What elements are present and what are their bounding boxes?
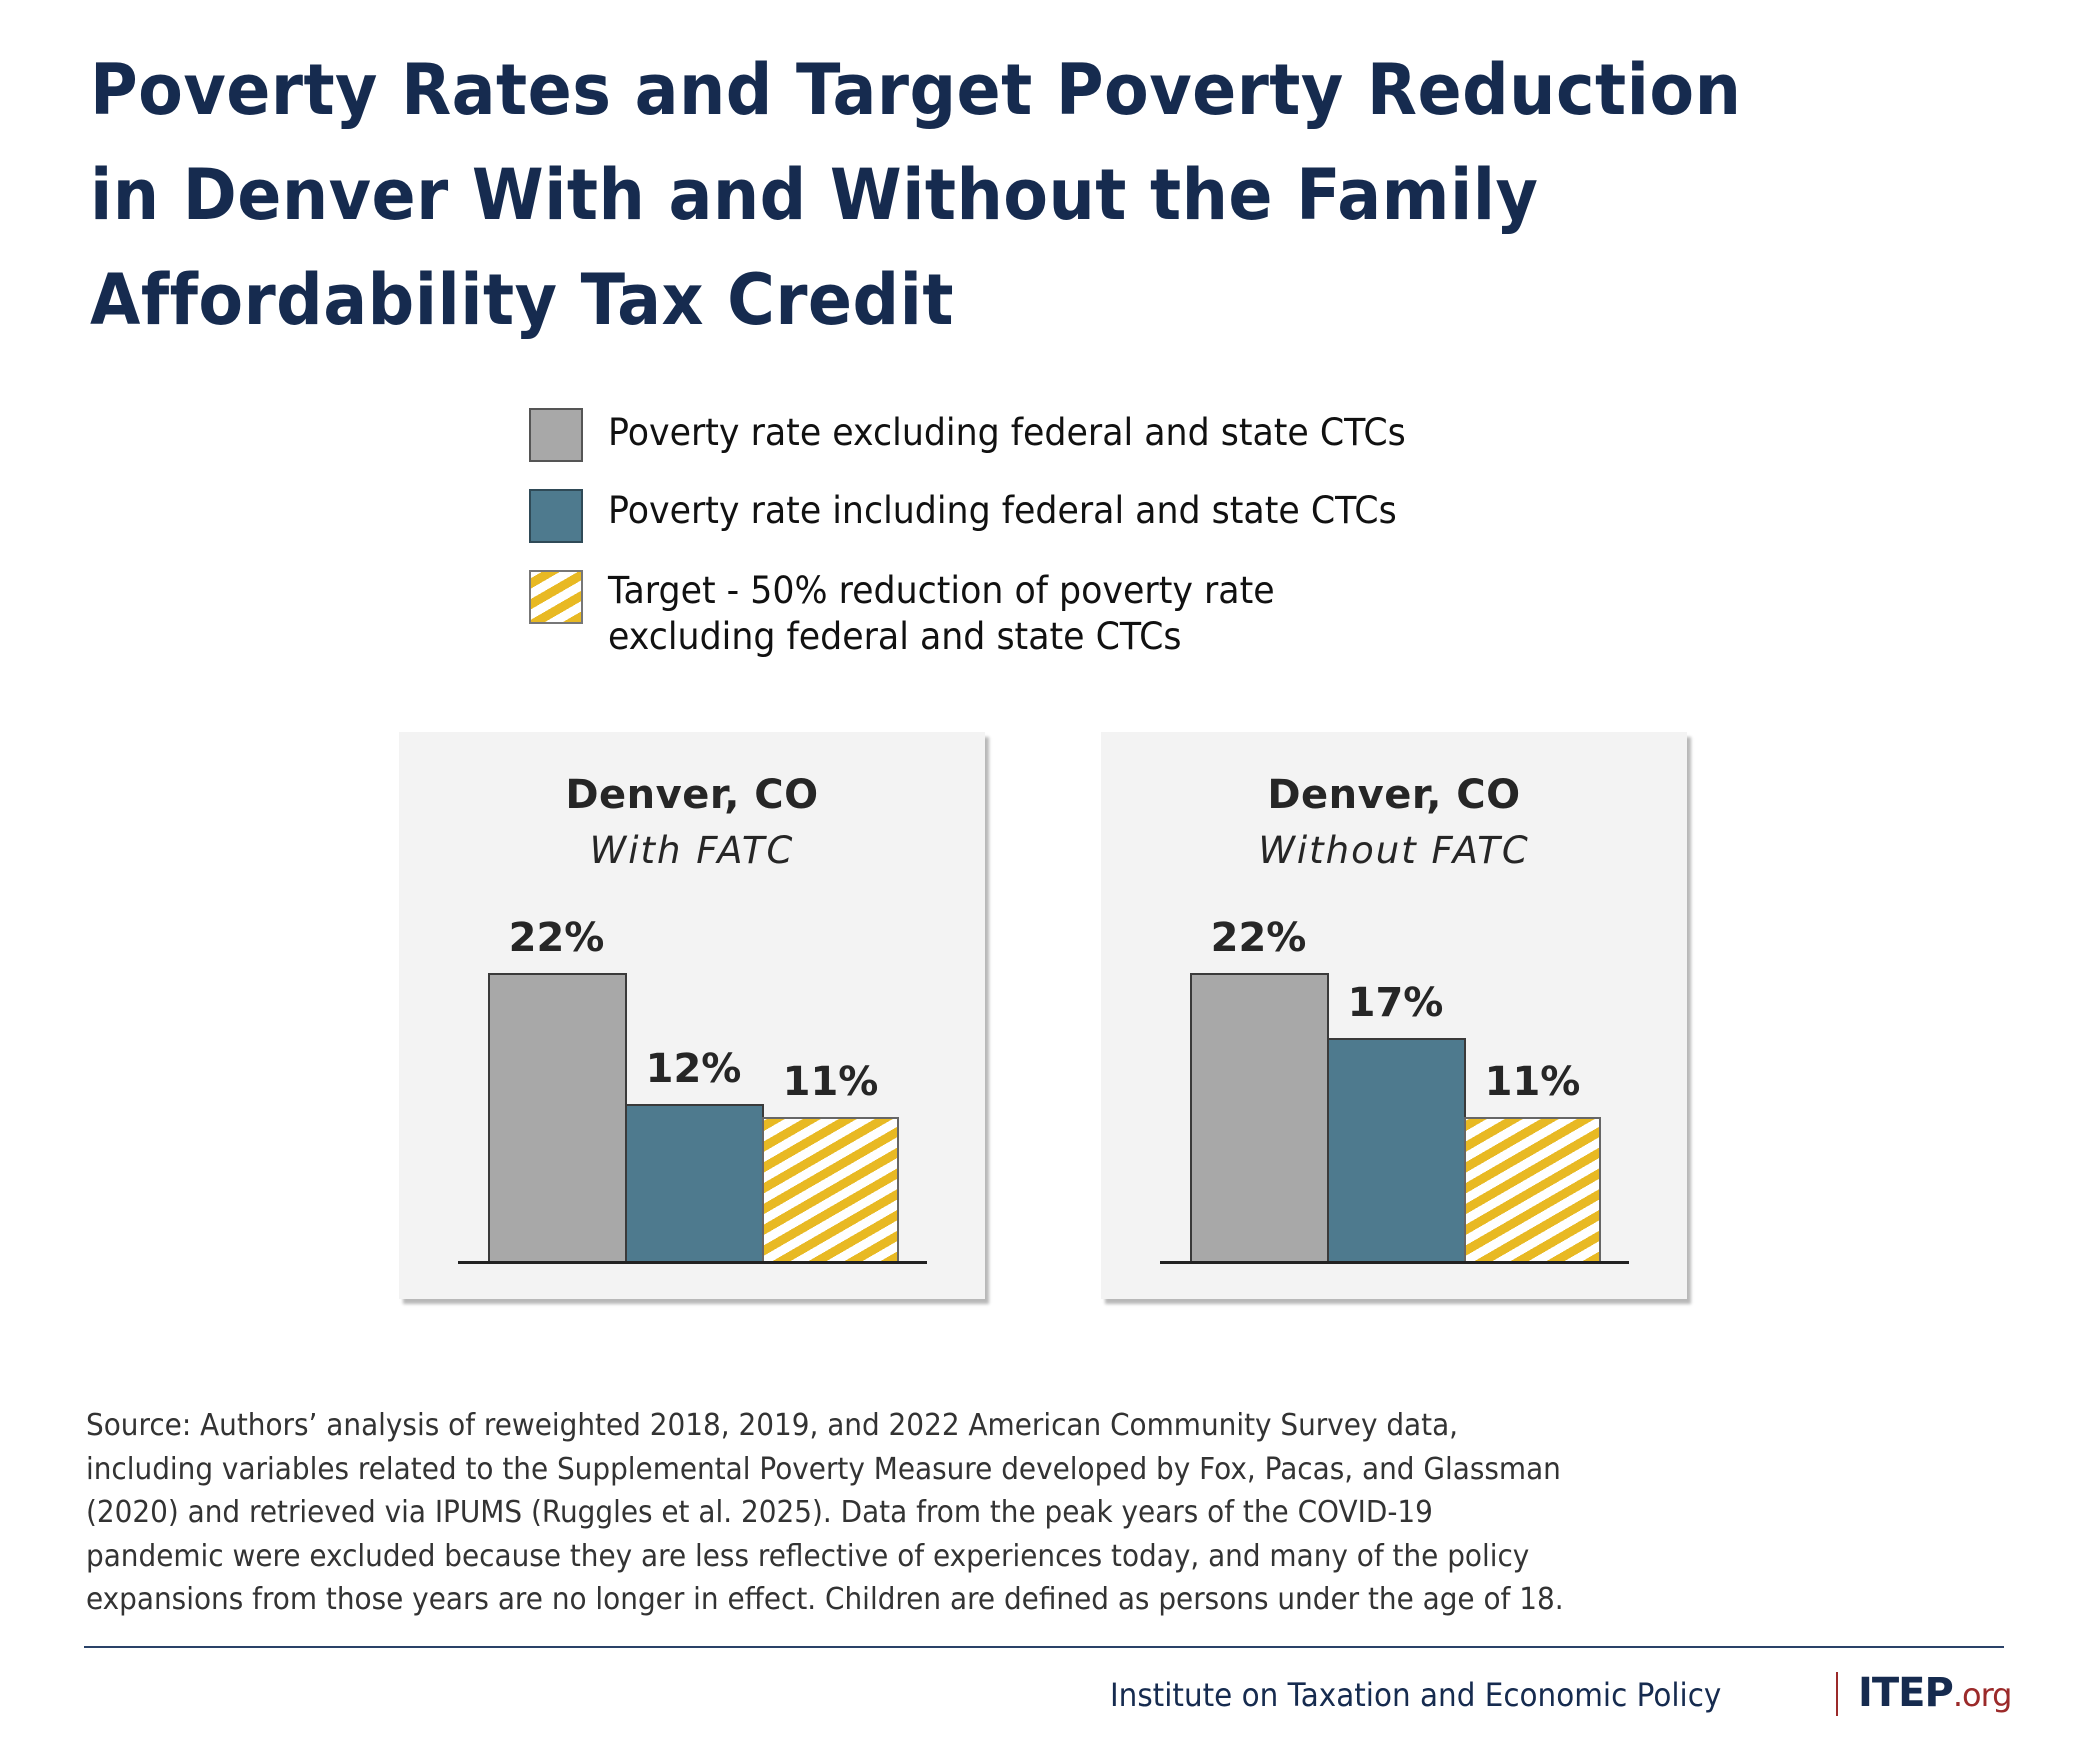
source-note: Source: Authors’ analysis of reweighted … bbox=[86, 1404, 1986, 1622]
bar-including-ctcs bbox=[625, 1104, 764, 1262]
bar-target bbox=[762, 1117, 899, 1262]
footer-separator bbox=[1836, 1672, 1838, 1716]
legend-label: Poverty rate excluding federal and state… bbox=[608, 411, 1406, 454]
footer-organization: Institute on Taxation and Economic Polic… bbox=[1110, 1676, 1722, 1714]
chart-title-line: in Denver With and Without the Family bbox=[90, 154, 1539, 236]
bar-value-label: 22% bbox=[1210, 914, 1307, 961]
chart-panel-with-fatc: Denver, CO With FATC 22% 12% 11% bbox=[399, 732, 985, 1299]
chart-title-line: Affordability Tax Credit bbox=[90, 259, 954, 341]
source-line: including variables related to the Suppl… bbox=[86, 1451, 1561, 1487]
legend-label: Poverty rate including federal and state… bbox=[608, 489, 1397, 532]
legend-swatch-gray-icon bbox=[529, 408, 583, 462]
plot-area: 22% 12% 11% bbox=[399, 732, 985, 1299]
panel-subtitle: Without FATC bbox=[1258, 829, 1530, 872]
chart-panel-without-fatc: Denver, CO Without FATC 22% 17% 11% bbox=[1101, 732, 1687, 1299]
legend-label: excluding federal and state CTCs bbox=[608, 615, 1182, 658]
logo-main: ITEP bbox=[1858, 1670, 1954, 1716]
legend-swatch-hatched-icon bbox=[529, 570, 583, 624]
bar-excluding-ctcs bbox=[488, 972, 627, 1262]
source-line: pandemic were excluded because they are … bbox=[86, 1538, 1530, 1574]
bar-value-label: 22% bbox=[508, 914, 605, 961]
bar-including-ctcs bbox=[1327, 1038, 1466, 1262]
x-axis-line bbox=[458, 1261, 927, 1264]
x-axis-line bbox=[1160, 1261, 1629, 1264]
chart-title: Poverty Rates and Target Poverty Reducti… bbox=[90, 38, 2040, 353]
bar-value-label: 11% bbox=[782, 1059, 879, 1106]
chart-title-line: Poverty Rates and Target Poverty Reducti… bbox=[90, 49, 1742, 131]
legend-swatch-blue-icon bbox=[529, 489, 583, 543]
logo-suffix: .org bbox=[1952, 1676, 2013, 1714]
legend-label: Target - 50% reduction of poverty rate bbox=[608, 569, 1275, 612]
bar-value-label: 11% bbox=[1484, 1059, 1581, 1106]
panel-title: Denver, CO bbox=[1267, 772, 1521, 818]
source-line: Source: Authors’ analysis of reweighted … bbox=[86, 1408, 1459, 1443]
panel-title: Denver, CO bbox=[565, 772, 819, 818]
footer-divider bbox=[84, 1646, 2004, 1648]
itep-logo: ITEP.org bbox=[1858, 1670, 2013, 1716]
panel-subtitle: With FATC bbox=[589, 829, 795, 872]
bar-excluding-ctcs bbox=[1190, 972, 1329, 1262]
bar-value-label: 12% bbox=[645, 1046, 742, 1093]
source-line: expansions from those years are no longe… bbox=[86, 1582, 1564, 1617]
bar-target bbox=[1464, 1117, 1601, 1262]
plot-area: 22% 17% 11% bbox=[1101, 732, 1687, 1299]
source-line: (2020) and retrieved via IPUMS (Ruggles … bbox=[86, 1495, 1433, 1530]
bar-value-label: 17% bbox=[1347, 980, 1444, 1027]
